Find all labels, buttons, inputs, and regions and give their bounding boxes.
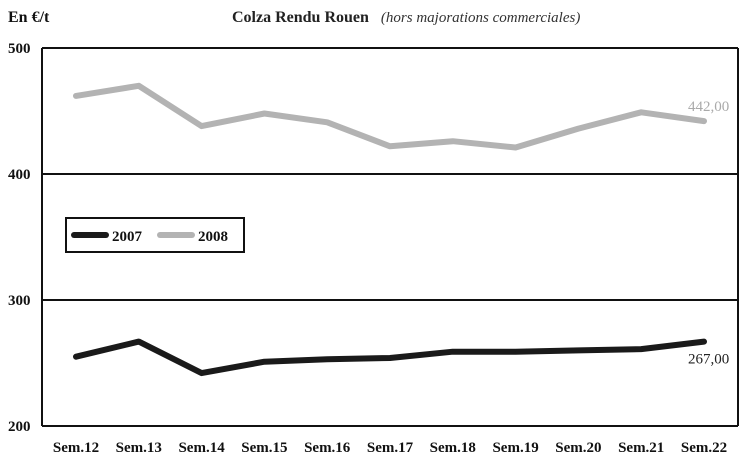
data-point-2008 <box>138 85 140 87</box>
x-tick-label: Sem.13 <box>116 440 162 456</box>
data-point-2008 <box>326 121 328 123</box>
chart-title: Colza Rendu Rouen <box>232 9 369 26</box>
data-point-2008 <box>577 128 579 130</box>
data-point-2007 <box>703 341 705 343</box>
end-value-label-2007: 267,00 <box>688 352 729 368</box>
data-point-2007 <box>515 351 517 353</box>
y-axis-ticks: 200 300 400 500 <box>8 41 31 435</box>
data-point-2007 <box>326 358 328 360</box>
data-point-2007 <box>452 351 454 353</box>
data-point-2007 <box>577 349 579 351</box>
data-point-2007 <box>263 361 265 363</box>
chart-subtitle: (hors majorations commerciales) <box>381 10 580 26</box>
data-point-2007 <box>75 356 77 358</box>
data-point-2008 <box>75 95 77 97</box>
x-tick-label: Sem.14 <box>178 440 225 456</box>
x-tick-label: Sem.12 <box>53 440 99 456</box>
data-point-2007 <box>201 372 203 374</box>
x-tick-label: Sem.20 <box>555 440 601 456</box>
y-tick-label: 400 <box>8 167 31 183</box>
legend: 2007 2008 <box>65 217 245 253</box>
series-line-2008 <box>73 82 707 151</box>
x-tick-label: Sem.15 <box>241 440 287 456</box>
data-point-2008 <box>640 111 642 113</box>
y-tick-label: 200 <box>8 419 31 435</box>
y-tick-label: 500 <box>8 41 31 57</box>
data-point-2007 <box>389 357 391 359</box>
data-point-2007 <box>138 341 140 343</box>
data-point-2008 <box>263 113 265 115</box>
legend-label-2008: 2008 <box>198 229 228 245</box>
data-point-2008 <box>389 145 391 147</box>
x-tick-label: Sem.21 <box>618 440 664 456</box>
x-axis-ticks: Sem.12 Sem.13 Sem.14 Sem.15 Sem.16 Sem.17 Sem.… <box>53 440 727 456</box>
series-line-2007 <box>73 338 707 377</box>
legend-label-2007: 2007 <box>112 229 143 245</box>
end-value-label-2008: 442,00 <box>688 99 729 115</box>
x-tick-label: Sem.22 <box>681 440 727 456</box>
x-tick-label: Sem.16 <box>304 440 351 456</box>
x-tick-label: Sem.17 <box>367 440 414 456</box>
x-tick-label: Sem.18 <box>430 440 476 456</box>
chart-title-group: Colza Rendu Rouen (hors majorations comm… <box>232 9 580 26</box>
data-point-2008 <box>452 140 454 142</box>
data-point-2008 <box>703 120 705 122</box>
data-point-2008 <box>515 147 517 149</box>
x-tick-label: Sem.19 <box>492 440 538 456</box>
data-point-2008 <box>201 125 203 127</box>
data-point-2007 <box>640 348 642 350</box>
series-lines: 267,00 442,00 <box>73 82 729 377</box>
y-axis-unit-label: En €/t <box>8 9 50 26</box>
y-tick-label: 300 <box>8 293 31 309</box>
grid-lines <box>41 47 739 427</box>
